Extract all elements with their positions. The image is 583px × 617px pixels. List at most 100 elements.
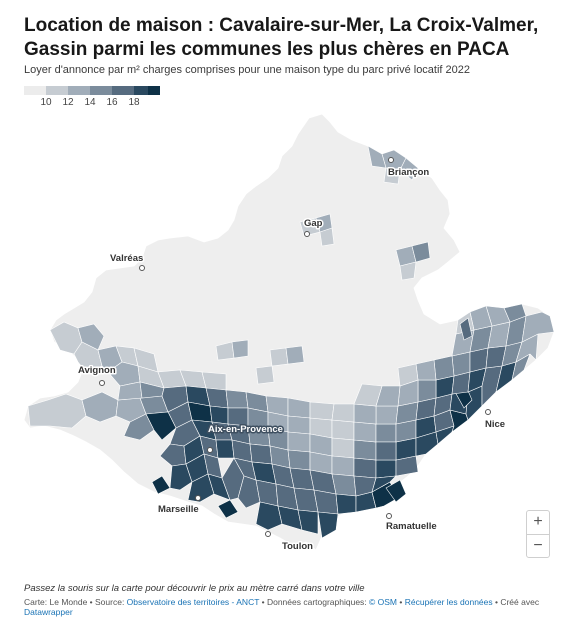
city-label: Ramatuelle	[386, 521, 437, 532]
city-marker-briancon[interactable]: Briançon	[387, 157, 431, 180]
commune-area[interactable]	[433, 355, 455, 381]
commune-area[interactable]	[287, 431, 311, 453]
legend-tick: 14	[84, 97, 96, 108]
legend-swatch	[112, 86, 134, 95]
commune-area[interactable]	[371, 475, 397, 493]
legend-swatch	[134, 86, 156, 95]
commune-area[interactable]	[255, 501, 283, 531]
commune-area[interactable]	[209, 405, 229, 425]
page-subtitle: Loyer d'annonce par m² charges comprises…	[24, 64, 471, 76]
commune-area[interactable]	[287, 415, 311, 435]
commune-area[interactable]	[353, 383, 383, 407]
legend-swatch	[148, 86, 160, 95]
city-label: Avignon	[78, 365, 116, 376]
commune-area[interactable]	[319, 227, 335, 247]
commune-area[interactable]	[249, 443, 273, 465]
commune-area[interactable]	[285, 345, 305, 365]
commune-area[interactable]	[123, 413, 155, 441]
commune-cells[interactable]	[27, 145, 555, 539]
city-marker-aix-en-provence[interactable]: Aix-en-Provence	[207, 423, 284, 453]
commune-area[interactable]	[77, 323, 105, 351]
city-dot	[207, 447, 213, 453]
commune-area[interactable]	[367, 145, 387, 169]
commune-area[interactable]	[375, 459, 397, 479]
commune-area[interactable]	[353, 457, 377, 479]
commune-area[interactable]	[225, 389, 249, 409]
legend-swatch	[46, 86, 68, 95]
commune-area[interactable]	[27, 393, 87, 429]
source-link[interactable]: Observatoire des territoires - ANCT	[126, 597, 260, 607]
choropleth-map[interactable]: Briançon Gap Valréas Avignon Aix-en-Prov…	[20, 110, 563, 570]
city-label: Nice	[485, 419, 505, 430]
color-legend: 10 12 14 16 18	[24, 86, 160, 108]
city-marker-marseille[interactable]: Marseille	[157, 495, 201, 517]
commune-area[interactable]	[145, 411, 177, 441]
osm-link[interactable]: © OSM	[369, 597, 398, 607]
commune-area[interactable]	[353, 421, 377, 443]
city-dot	[388, 157, 394, 163]
city-label: Briançon	[388, 167, 429, 178]
commune-area[interactable]	[269, 347, 289, 367]
commune-area[interactable]	[237, 475, 261, 509]
commune-area[interactable]	[521, 311, 555, 343]
commune-area[interactable]	[375, 441, 397, 461]
commune-area[interactable]	[411, 241, 431, 263]
city-marker-valreas[interactable]: Valréas	[109, 252, 145, 271]
commune-area[interactable]	[399, 157, 419, 181]
city-dot	[304, 231, 310, 237]
commune-area[interactable]	[353, 439, 377, 461]
commune-area[interactable]	[375, 405, 399, 425]
legend-swatch	[90, 86, 112, 95]
commune-area[interactable]	[353, 403, 377, 425]
commune-area[interactable]	[331, 419, 355, 441]
page-title: Location de maison : Cavalaire-sur-Mer, …	[24, 15, 539, 60]
commune-area[interactable]	[317, 511, 339, 539]
commune-area[interactable]	[399, 261, 417, 281]
commune-area[interactable]	[375, 423, 397, 443]
commune-area[interactable]	[397, 363, 419, 387]
city-marker-gap[interactable]: Gap	[303, 217, 324, 237]
commune-area[interactable]	[383, 167, 401, 185]
commune-area[interactable]	[459, 317, 473, 341]
commune-area[interactable]	[331, 437, 355, 459]
zoom-control: + −	[526, 510, 550, 558]
city-dot	[386, 513, 392, 519]
map-svg[interactable]: Briançon Gap Valréas Avignon Aix-en-Prov…	[20, 110, 563, 570]
zoom-in-button[interactable]: +	[533, 513, 543, 530]
commune-area[interactable]	[287, 449, 311, 471]
city-marker-nice[interactable]: Nice	[484, 409, 507, 432]
hover-hint: Passez la souris sur la carte pour décou…	[24, 583, 365, 594]
city-markers: Briançon Gap Valréas Avignon Aix-en-Prov…	[77, 157, 507, 554]
commune-area[interactable]	[255, 365, 275, 385]
legend-tick: 12	[62, 97, 74, 108]
commune-area[interactable]	[417, 379, 437, 403]
commune-area[interactable]	[231, 339, 249, 359]
footer-credits: Carte: Le Monde • Source: Observatoire d…	[24, 597, 569, 617]
city-label: Valréas	[110, 253, 143, 264]
download-data-link[interactable]: Récupérer les données	[404, 597, 493, 607]
commune-area[interactable]	[415, 431, 439, 457]
city-marker-avignon[interactable]: Avignon	[77, 364, 117, 386]
commune-area[interactable]	[169, 463, 193, 491]
city-marker-ramatuelle[interactable]: Ramatuelle	[385, 513, 438, 534]
commune-area[interactable]	[331, 473, 357, 497]
commune-area[interactable]	[313, 489, 339, 515]
zoom-out-button[interactable]: −	[527, 534, 549, 557]
city-marker-toulon[interactable]: Toulon	[265, 531, 315, 554]
commune-area[interactable]	[217, 499, 239, 519]
commune-area[interactable]	[331, 403, 355, 423]
commune-area[interactable]	[187, 473, 215, 503]
commune-area[interactable]	[215, 439, 235, 459]
city-dot	[139, 265, 145, 271]
commune-area[interactable]	[335, 493, 357, 515]
legend-swatch	[24, 86, 46, 95]
commune-area[interactable]	[297, 509, 319, 535]
commune-area[interactable]	[331, 455, 355, 477]
commune-area[interactable]	[201, 371, 227, 391]
city-label-line: Aix-en-Provence	[208, 424, 283, 435]
datawrapper-link[interactable]: Datawrapper	[24, 607, 73, 617]
commune-area[interactable]	[309, 401, 335, 421]
city-label: Toulon	[282, 541, 313, 552]
credit-prefix: Carte: Le Monde • Source:	[24, 597, 127, 607]
commune-area[interactable]	[385, 479, 407, 503]
